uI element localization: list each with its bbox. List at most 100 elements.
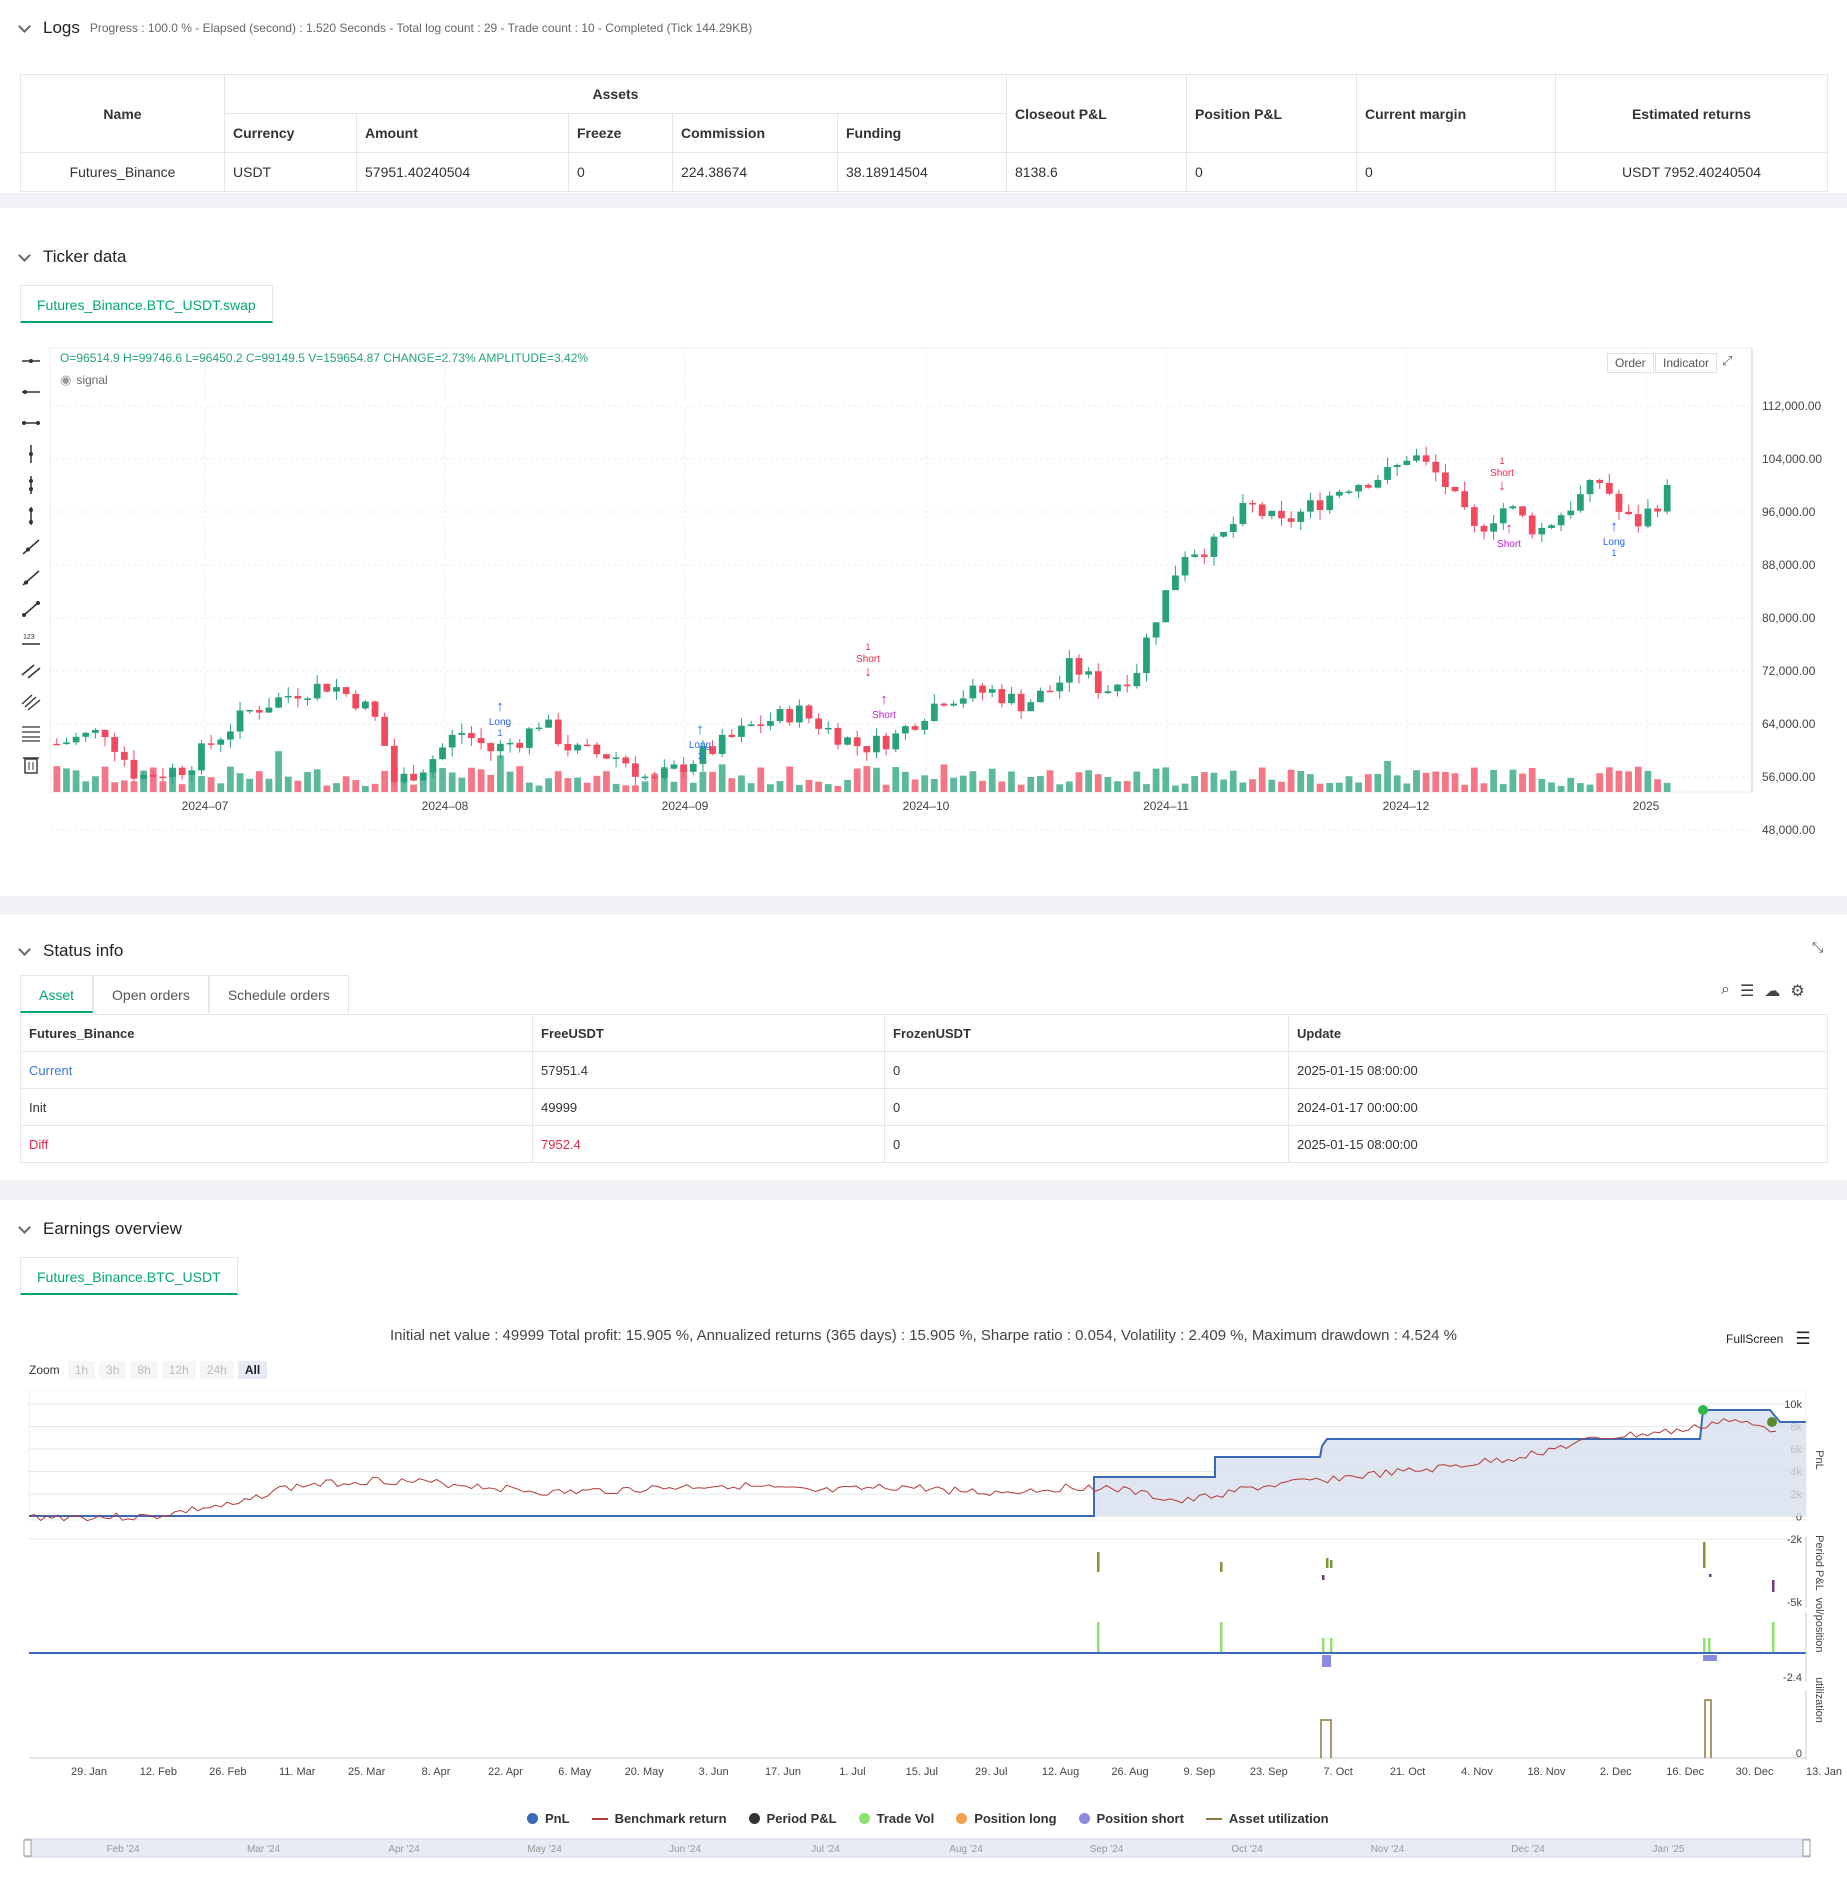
earnings-title: Earnings overview [43, 1219, 182, 1238]
x-tick-label: 26. Aug [1111, 1766, 1148, 1778]
chevron-down-icon[interactable] [18, 1220, 31, 1234]
vertical-ray-icon[interactable] [20, 506, 44, 526]
candle-body [863, 746, 871, 753]
fib-lines-icon[interactable] [20, 692, 44, 712]
legend-asset-util[interactable]: Asset utilization [1205, 1811, 1329, 1826]
horizontal-lines-icon[interactable] [20, 723, 44, 743]
cloud-download-icon[interactable]: ☁ [1764, 983, 1781, 1000]
volume-bar [227, 766, 234, 792]
volume-bar [1249, 779, 1256, 792]
volume-bar [1307, 774, 1314, 792]
eye-icon[interactable]: ◉ [60, 372, 72, 387]
ticker-header[interactable]: Ticker data [18, 247, 126, 267]
indicator-button[interactable]: Indicator [1655, 353, 1718, 373]
row-diff-free: 7952.4 [532, 1125, 885, 1163]
price-label-icon[interactable]: 123 [20, 630, 44, 650]
period-pnl-bar [1709, 1574, 1712, 1577]
candle-body [458, 732, 466, 735]
search-icon[interactable]: ⌕ [1721, 981, 1730, 998]
menu-icon[interactable]: ☰ [1795, 1329, 1811, 1348]
volume-bar [959, 775, 967, 792]
candle-body [1615, 493, 1623, 512]
legend-vol-label: Trade Vol [876, 1811, 935, 1826]
zoom-8h[interactable]: 8h [130, 1361, 158, 1379]
signal-toggle[interactable]: ◉ signal [60, 372, 108, 388]
legend-pnl[interactable]: PnL [527, 1811, 570, 1826]
volume-bar [178, 784, 186, 792]
volume-bar [969, 771, 977, 792]
logs-header[interactable]: Logs Progress : 100.0 % - Elapsed (secon… [18, 18, 752, 38]
tab-btc-usdt[interactable]: Futures_Binance.BTC_USDT [20, 1257, 238, 1295]
marker-label: Short [1497, 539, 1521, 550]
chevron-down-icon[interactable] [18, 19, 31, 33]
trend-line-icon[interactable] [20, 537, 44, 557]
order-button[interactable]: Order [1607, 353, 1654, 373]
vertical-segment-icon[interactable] [20, 475, 44, 495]
candle-body [1355, 484, 1362, 492]
x-tick-label: 21. Oct [1390, 1766, 1425, 1778]
legend-position-short[interactable]: Position short [1078, 1811, 1184, 1826]
marker-label: Short [1490, 468, 1514, 479]
ohlc-readout: O=96514.9 H=99746.6 L=96450.2 C=99149.5 … [60, 351, 589, 365]
chevron-down-icon[interactable] [18, 248, 31, 262]
parallel-channel-icon[interactable] [20, 661, 44, 681]
segment-icon[interactable] [20, 599, 44, 619]
candle-body [188, 770, 196, 776]
zoom-24h[interactable]: 24h [199, 1361, 234, 1379]
volume-bar [1037, 776, 1044, 792]
candle-body [1326, 495, 1334, 511]
zoom-3h[interactable]: 3h [99, 1361, 127, 1379]
status-header[interactable]: Status info [18, 941, 124, 961]
marker-sub: 1 [697, 751, 702, 761]
expand-icon[interactable]: ⤢ [1722, 353, 1733, 368]
trade-vol-bar [1772, 1622, 1775, 1652]
trash-icon[interactable] [20, 754, 44, 774]
gear-icon[interactable]: ⚙ [1790, 983, 1805, 1000]
position-pnl-header: Position P&L [1186, 74, 1357, 153]
horizontal-line-icon[interactable] [20, 351, 44, 371]
horizontal-ray-icon[interactable] [20, 382, 44, 402]
volume-bar [776, 781, 784, 792]
zoom-all[interactable]: All [237, 1361, 268, 1379]
cell-returns: USDT 7952.40240504 [1555, 152, 1828, 192]
legend-benchmark-label: Benchmark return [614, 1811, 727, 1826]
extended-line-icon[interactable] [20, 413, 44, 433]
candle-body [1123, 684, 1131, 687]
legend-trade-vol[interactable]: Trade Vol [858, 1811, 935, 1826]
candlestick-chart[interactable]: 112,000.00 104,000.00 96,000.00 88,000.00 80… [0, 336, 1847, 896]
status-title: Status info [43, 941, 124, 960]
legend-period-pnl[interactable]: Period P&L [748, 1811, 837, 1826]
legend-position-long[interactable]: Position long [956, 1811, 1057, 1826]
row-current-label[interactable]: Current [20, 1051, 533, 1089]
fullscreen-button[interactable]: FullScreen ☰ [1726, 1329, 1811, 1349]
tab-schedule-orders[interactable]: Schedule orders [208, 975, 349, 1013]
row-init-label: Init [20, 1088, 533, 1126]
zoom-1h[interactable]: 1h [67, 1361, 96, 1379]
candle-body [227, 731, 234, 740]
vertical-line-icon[interactable] [20, 444, 44, 464]
tab-btc-swap[interactable]: Futures_Binance.BTC_USDT.swap [20, 285, 273, 323]
candle-body [92, 729, 99, 733]
volume-bar [622, 785, 630, 792]
chevron-down-icon[interactable] [18, 942, 31, 956]
volume-bar [863, 766, 871, 792]
volume-bar [641, 781, 649, 792]
volume-bar [709, 771, 716, 792]
collapse-icon[interactable]: ⤡ [1812, 939, 1824, 955]
candle-body [1017, 693, 1025, 712]
zoom-12h[interactable]: 12h [161, 1361, 196, 1379]
svg-text:123: 123 [23, 634, 35, 641]
ray-line-icon[interactable] [20, 568, 44, 588]
volume-bar [892, 767, 900, 792]
list-icon[interactable]: ☰ [1739, 983, 1755, 1000]
tab-open-orders[interactable]: Open orders [93, 975, 209, 1013]
x-tick-label: 2. Dec [1600, 1766, 1632, 1778]
legend-benchmark[interactable]: Benchmark return [591, 1811, 727, 1826]
volume-bar [246, 778, 254, 792]
tab-asset[interactable]: Asset [20, 975, 94, 1013]
legend-short-label: Position short [1096, 1811, 1184, 1826]
cell-currency: USDT [224, 152, 357, 192]
candle-body [1374, 479, 1382, 488]
earnings-header[interactable]: Earnings overview [18, 1219, 182, 1239]
